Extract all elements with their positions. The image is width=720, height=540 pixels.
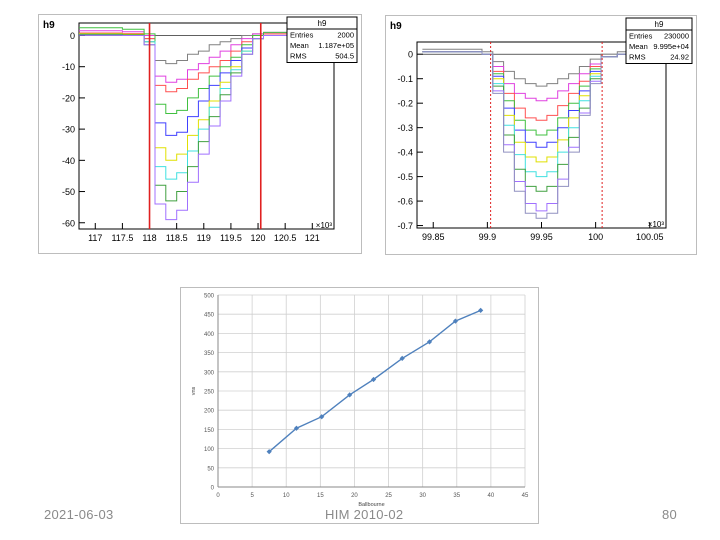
stats-label: RMS	[290, 52, 307, 61]
data-point-marker	[266, 449, 272, 455]
histogram-trace	[422, 51, 661, 212]
x-tick-label: 121	[305, 233, 320, 243]
y-tick-label: -50	[62, 187, 75, 197]
y-tick-label: 500	[204, 294, 215, 300]
histogram-trace	[422, 51, 661, 192]
y-tick-label: 350	[204, 351, 215, 357]
stats-label: Mean	[290, 41, 309, 50]
x-tick-label: 120.5	[274, 233, 297, 243]
y-tick-label: -60	[62, 218, 75, 228]
stats-value: 1.187e+05	[318, 41, 354, 50]
line-chart-panel: 0 50 100 150 200 250 300 350 400 450 500 0 5 10 15 20 25…	[180, 287, 539, 524]
footer-page-number: 80	[662, 507, 678, 522]
y-tick-label: -0.6	[397, 197, 413, 207]
histogram-trace	[79, 34, 334, 221]
x-tick-label: 100	[588, 232, 603, 242]
y-tick-label: -0.5	[397, 172, 413, 182]
stats-box	[286, 16, 358, 63]
histogram-trace	[422, 51, 661, 136]
y-tick-label: -0.1	[397, 74, 413, 84]
y-tick-label: -0.2	[397, 99, 413, 109]
stats-value: 230000	[664, 32, 689, 41]
x-tick-label: 118	[142, 233, 156, 243]
stats-value: 24.92	[670, 53, 689, 62]
y-tick-label: -10	[62, 62, 75, 72]
plot-frame	[78, 22, 335, 230]
histogram-trace	[422, 51, 661, 219]
y-tick-label: 50	[207, 466, 214, 472]
x-tick-label: 117	[88, 233, 102, 243]
x-tick-label: 118.5	[166, 233, 188, 243]
histogram-trace	[422, 51, 661, 102]
x-tick-label: 15	[317, 493, 324, 499]
y-tick-label: 0	[408, 50, 413, 60]
y-tick-label: -20	[62, 93, 75, 103]
y-tick-label: 150	[204, 428, 215, 434]
y-tick-label: 200	[204, 409, 215, 415]
y-axis-label: vns	[191, 386, 197, 395]
x-tick-label: 117.5	[111, 233, 133, 243]
y-tick-label: -0.7	[397, 221, 413, 231]
x-tick-label: 25	[385, 493, 392, 499]
x-tick-label: 99.9	[479, 232, 497, 242]
y-tick-label: -0.4	[397, 148, 413, 158]
histogram-trace	[422, 51, 661, 148]
chart-title: h9	[390, 21, 402, 32]
y-tick-label: 400	[204, 332, 215, 338]
stats-box	[625, 17, 693, 64]
y-tick-label: 0	[70, 31, 75, 41]
x-tick-label: 119.5	[220, 233, 242, 243]
x-tick-label: 99.95	[530, 232, 553, 242]
data-point-marker	[452, 318, 459, 324]
x-tick-label: 5	[250, 493, 254, 499]
x-tick-label: 119	[197, 233, 211, 243]
stats-name: h9	[318, 19, 327, 28]
x-tick-label: 35	[453, 493, 460, 499]
stats-label: Mean	[629, 42, 648, 51]
y-tick-label: -0.3	[397, 123, 413, 133]
x-tick-label: 45	[522, 493, 529, 499]
histogram-panel-right: h9 0 -0.1 -0.2 -0.3 -0.4 -0.5 -0.6 -0.7 99.85 99.9…	[385, 15, 697, 255]
x-tick-label: 40	[488, 493, 495, 499]
stats-label: Entries	[629, 32, 653, 41]
line-chart: 0 50 100 150 200 250 300 350 400 450 500 0 5 10 15 20 25…	[191, 294, 529, 509]
x-axis-label: Ballbourne	[358, 502, 384, 508]
chart-title: h9	[43, 20, 55, 31]
data-point-marker	[478, 307, 484, 313]
x-axis-exponent: ×10³	[648, 220, 665, 229]
stats-label: RMS	[629, 53, 646, 62]
x-tick-label: 120	[251, 233, 266, 243]
y-tick-label: 250	[204, 390, 215, 396]
histogram-trace	[422, 51, 661, 163]
y-tick-label: -40	[62, 156, 75, 166]
x-tick-label: 100.05	[636, 232, 664, 242]
histogram-chart-right: h9 0 -0.1 -0.2 -0.3 -0.4 -0.5 -0.6 -0.7 99.85 99.9…	[390, 17, 693, 242]
histogram-chart-left: h9 0 -10 -20 -30 -40 -50 -60 117 117.5 118 118.5 119…	[43, 16, 358, 243]
x-tick-label: 20	[351, 493, 358, 499]
y-tick-label: 0	[211, 486, 215, 492]
stats-label: Entries	[290, 31, 314, 40]
x-tick-label: 99.85	[422, 232, 445, 242]
histogram-trace	[422, 51, 661, 178]
y-tick-label: 450	[204, 313, 215, 319]
y-tick-label: 100	[204, 447, 215, 453]
histogram-trace	[422, 48, 661, 87]
y-tick-label: -30	[62, 125, 75, 135]
x-axis-exponent: ×10³	[316, 221, 333, 230]
x-tick-label: 0	[216, 493, 220, 499]
footer-date: 2021-06-03	[44, 507, 114, 522]
stats-name: h9	[655, 20, 664, 29]
series-line	[268, 309, 481, 453]
y-tick-label: 300	[204, 370, 215, 376]
histogram-panel-left: h9 0 -10 -20 -30 -40 -50 -60 117 117.5 118 118.5 119…	[38, 14, 362, 254]
footer-title: HIM 2010-02	[325, 507, 404, 522]
x-tick-label: 30	[419, 493, 426, 499]
stats-value: 9.995e+04	[653, 42, 689, 51]
stats-value: 2000	[337, 31, 354, 40]
stats-value: 504.5	[335, 52, 354, 61]
x-tick-label: 10	[283, 493, 290, 499]
